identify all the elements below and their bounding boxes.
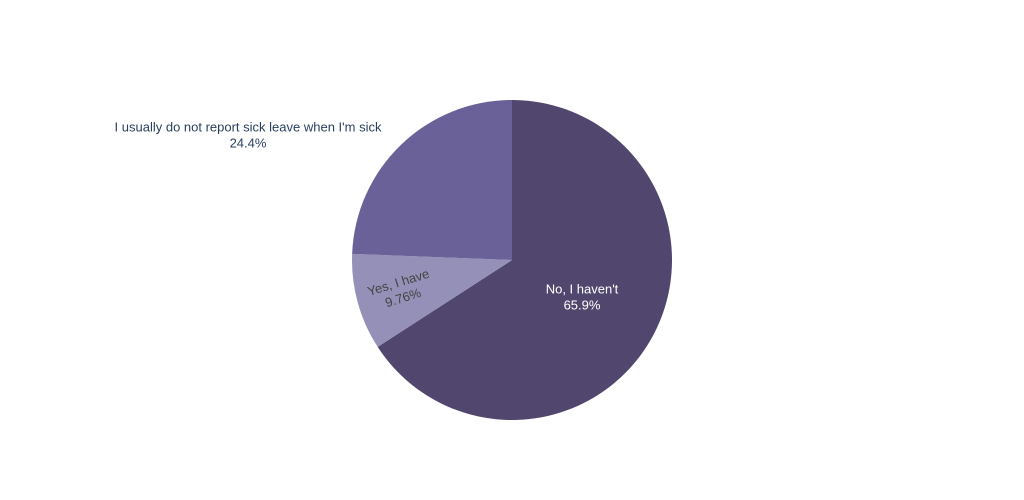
pie-slice: [352, 253, 512, 347]
slice-label: I usually do not report sick leave when …: [115, 119, 382, 134]
slice-label: No, I haven't: [546, 281, 619, 296]
slice-value-label: 24.4%: [230, 135, 267, 150]
pie-slice: [377, 100, 673, 421]
pie-slice: [352, 100, 512, 260]
slice-value-label: 65.9%: [564, 297, 601, 312]
